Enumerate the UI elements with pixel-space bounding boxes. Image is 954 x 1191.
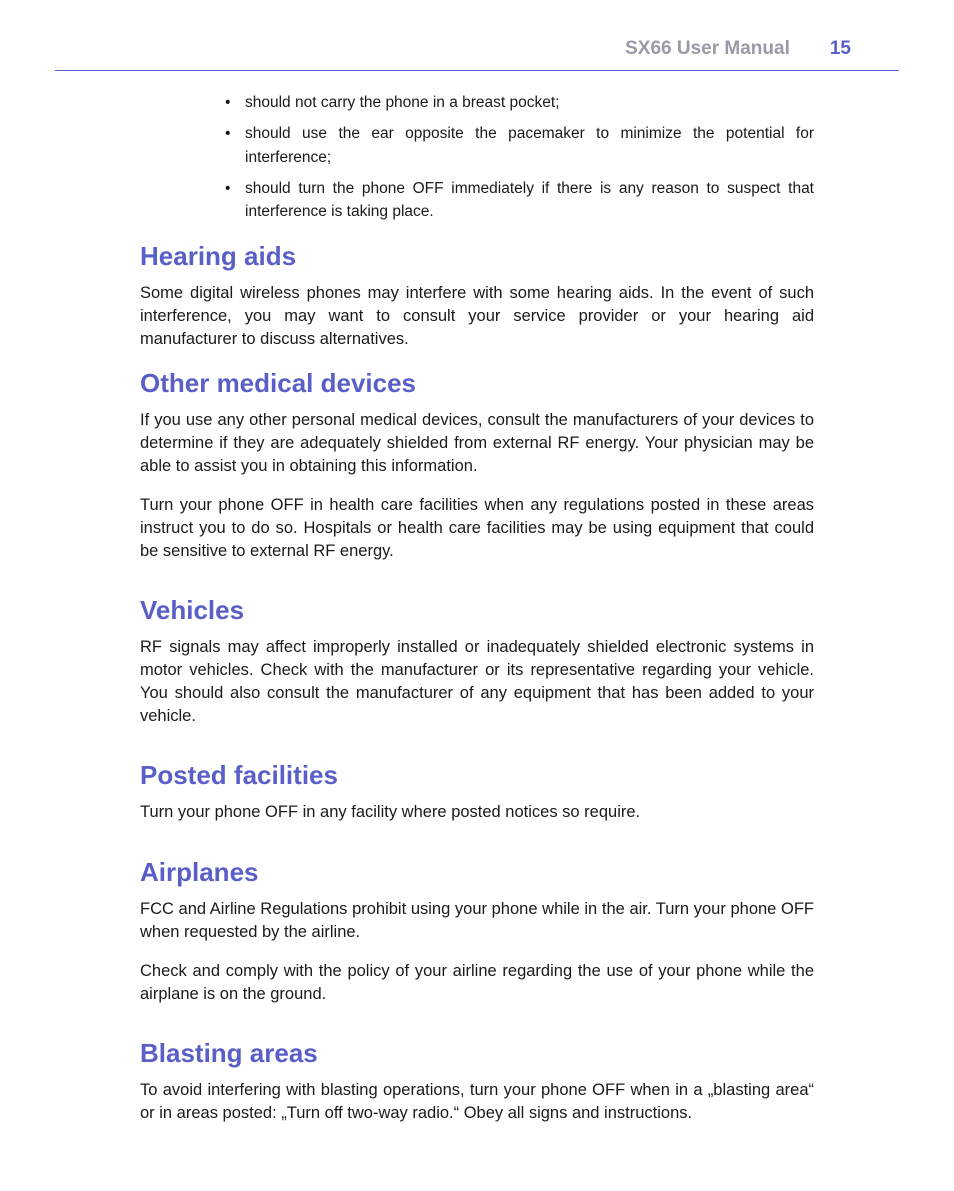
section-heading-vehicles: Vehicles xyxy=(140,595,814,626)
body-paragraph: Turn your phone OFF in any facility wher… xyxy=(140,801,814,824)
bullet-item: should turn the phone OFF immediately if… xyxy=(225,177,814,224)
body-paragraph: Some digital wireless phones may interfe… xyxy=(140,282,814,351)
section-heading-hearing-aids: Hearing aids xyxy=(140,241,814,272)
body-paragraph: To avoid interfering with blasting opera… xyxy=(140,1079,814,1125)
page-content: should not carry the phone in a breast p… xyxy=(55,91,899,1125)
body-paragraph: Turn your phone OFF in health care facil… xyxy=(140,494,814,563)
section-heading-blasting-areas: Blasting areas xyxy=(140,1038,814,1069)
body-paragraph: If you use any other personal medical de… xyxy=(140,409,814,478)
header-title: SX66 User Manual xyxy=(625,38,790,60)
page-header: SX66 User Manual 15 xyxy=(55,38,899,71)
bullet-item: should use the ear opposite the pacemake… xyxy=(225,122,814,169)
page-container: SX66 User Manual 15 should not carry the… xyxy=(0,0,954,1191)
body-paragraph: Check and comply with the policy of your… xyxy=(140,960,814,1006)
body-paragraph: FCC and Airline Regulations prohibit usi… xyxy=(140,898,814,944)
section-heading-posted-facilities: Posted facilities xyxy=(140,760,814,791)
bullet-item: should not carry the phone in a breast p… xyxy=(225,91,814,114)
section-heading-airplanes: Airplanes xyxy=(140,857,814,888)
body-paragraph: RF signals may affect improperly install… xyxy=(140,636,814,728)
section-heading-other-medical-devices: Other medical devices xyxy=(140,368,814,399)
page-number: 15 xyxy=(830,38,851,60)
bullet-list: should not carry the phone in a breast p… xyxy=(225,91,814,223)
